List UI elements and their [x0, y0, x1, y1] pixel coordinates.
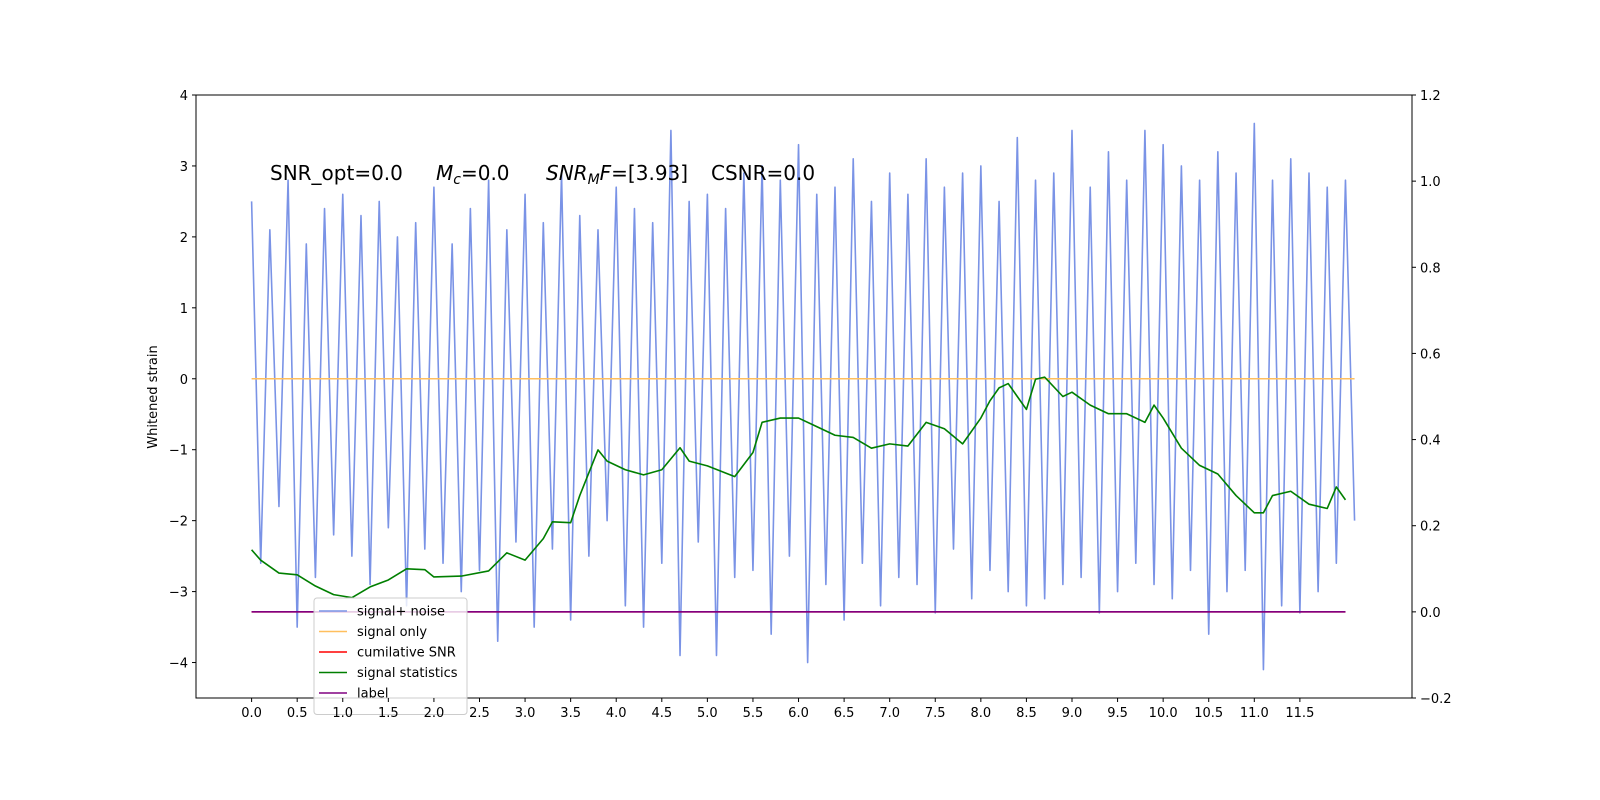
x-tick-label: 11.5	[1285, 706, 1314, 721]
annotation-part: CSNR=0.0	[711, 161, 815, 185]
x-tick-label: 9.5	[1107, 706, 1128, 721]
x-tick-label: 5.0	[697, 706, 718, 721]
annotation-part: M	[436, 161, 453, 185]
annotation: CSNR=0.0	[711, 161, 815, 185]
y2-tick-label: 0.4	[1420, 434, 1441, 449]
series-line	[250, 122, 1356, 671]
annotation-part: c	[453, 172, 461, 188]
annotation-part: SNR	[546, 161, 588, 185]
y-tick-label: −1	[169, 444, 188, 459]
y-tick-label: −3	[169, 586, 188, 601]
legend-box	[313, 597, 468, 715]
legend-label: signal+ noise	[357, 605, 445, 620]
y2-tick-label: 0.2	[1420, 520, 1441, 535]
annotation: Mc=0.0	[436, 161, 510, 188]
series-line	[251, 376, 1347, 599]
x-tick-label: 4.5	[651, 706, 672, 721]
x-tick-label: 8.5	[1016, 706, 1037, 721]
annotation-part: SNR_opt=0.0	[270, 161, 403, 185]
x-tick-label: 1.0	[332, 706, 353, 721]
annotation: SNR_opt=0.0	[270, 161, 403, 185]
y2-tick-label: 0.0	[1420, 606, 1441, 621]
y-tick-label: −2	[169, 515, 188, 530]
x-tick-label: 3.5	[560, 706, 581, 721]
plot-area	[250, 122, 1356, 671]
x-tick-label: 11.0	[1240, 706, 1269, 721]
y-tick-label: 1	[180, 302, 188, 317]
y-tick-label: 2	[180, 231, 188, 246]
legend-label: label	[357, 687, 388, 702]
x-tick-label: 7.0	[879, 706, 900, 721]
x-tick-label: 2.0	[424, 706, 445, 721]
x-tick-label: 2.5	[469, 706, 490, 721]
x-tick-label: 9.0	[1062, 706, 1083, 721]
y-tick-label: 4	[180, 89, 188, 104]
y-tick-label: 0	[180, 373, 188, 388]
x-tick-label: 5.5	[743, 706, 764, 721]
annotation-part: =0.0	[461, 161, 510, 185]
y-tick-label: −4	[169, 657, 188, 672]
x-tick-label: 10.0	[1149, 706, 1178, 721]
x-tick-label: 7.5	[925, 706, 946, 721]
legend-label: signal statistics	[357, 666, 458, 681]
y2-tick-label: −0.2	[1420, 692, 1452, 707]
annotation-part: M	[588, 172, 600, 188]
legend: signal+ noise signal only cumilative SNR si…	[313, 597, 468, 715]
y2-tick-label: 0.6	[1420, 347, 1441, 362]
x-tick-label: 0.0	[241, 706, 262, 721]
legend-label: cumilative SNR	[357, 646, 456, 661]
y-axis-label: Whitened strain	[146, 345, 161, 448]
x-tick-label: 8.0	[970, 706, 991, 721]
x-tick-label: 6.0	[788, 706, 809, 721]
y2-tick-label: 1.0	[1420, 175, 1441, 190]
annotation: SNRMF=[3.93]	[546, 161, 688, 188]
axes-frame	[195, 94, 1413, 699]
annotation-part: =[3.93]	[611, 161, 688, 185]
x-tick-label: 6.5	[834, 706, 855, 721]
annotations: SNR_opt=0.0 Mc=0.0 SNRMF=[3.93] CSNR=0.0	[270, 161, 815, 188]
x-tick-label: 0.5	[287, 706, 308, 721]
x-tick-label: 1.5	[378, 706, 399, 721]
y2-tick-label: 1.2	[1420, 89, 1441, 104]
y2-tick-label: 0.8	[1420, 261, 1441, 276]
annotation-part: F	[600, 161, 612, 185]
x-tick-label: 4.0	[606, 706, 627, 721]
x-tick-label: 3.0	[515, 706, 536, 721]
legend-label: signal only	[357, 625, 427, 640]
x-tick-label: 10.5	[1194, 706, 1223, 721]
y-tick-label: 3	[180, 160, 188, 175]
